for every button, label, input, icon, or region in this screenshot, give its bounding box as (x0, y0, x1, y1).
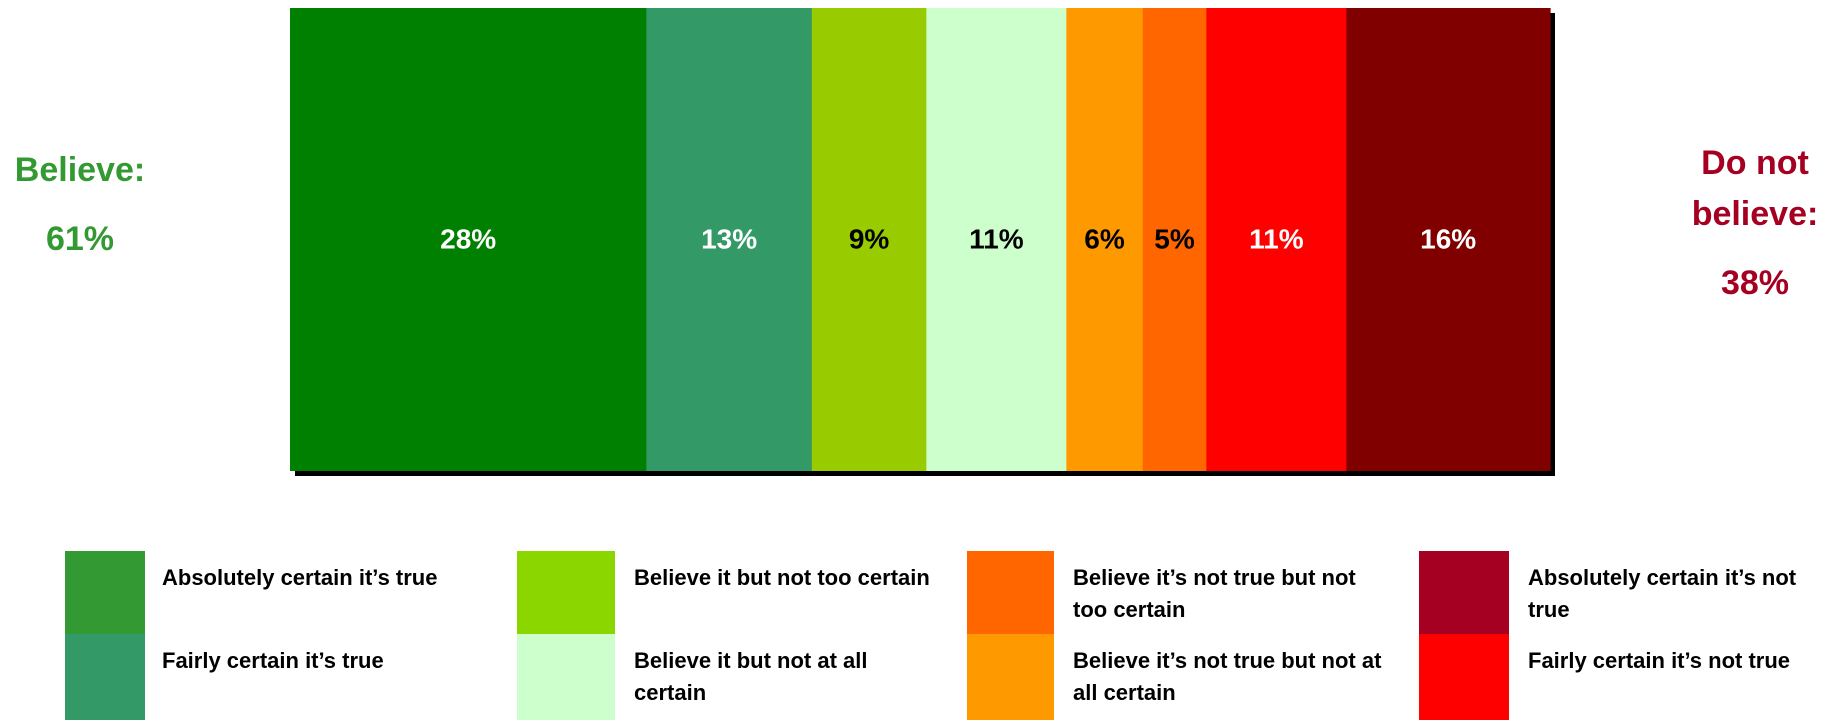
believe-summary-value: 61% (45, 220, 115, 258)
data-label-6: 5% (1154, 224, 1195, 255)
data-label-3: 9% (849, 224, 890, 255)
data-label-2: 13% (701, 224, 757, 255)
data-label-7: 11% (1249, 224, 1304, 255)
data-label-group: 28% 13% 9% 11% 6% 5% 11% 16% (440, 224, 1476, 255)
disbelieve-summary-value: 38% (1720, 264, 1790, 302)
believe-summary: Believe: 61% (0, 145, 160, 265)
bar-group (290, 8, 1555, 476)
bar-segment-1 (290, 8, 647, 471)
bar-segment-2 (646, 8, 813, 471)
bar-segment-6 (1142, 8, 1207, 471)
bar-segment-3 (811, 8, 927, 471)
data-label-1: 28% (440, 224, 496, 255)
disbelieve-summary: Do not believe: 38% (1665, 138, 1845, 309)
data-label-4: 11% (969, 224, 1024, 255)
bar-segment-5 (1066, 8, 1144, 471)
believe-summary-label: Believe: (14, 151, 146, 189)
bar-segment-7 (1206, 8, 1347, 471)
data-label-5: 6% (1084, 224, 1125, 255)
bar-segment-8 (1346, 8, 1551, 471)
disbelieve-summary-label: Do not believe: (1691, 144, 1819, 233)
bar-segment-4 (926, 8, 1067, 471)
data-label-8: 16% (1420, 224, 1476, 255)
